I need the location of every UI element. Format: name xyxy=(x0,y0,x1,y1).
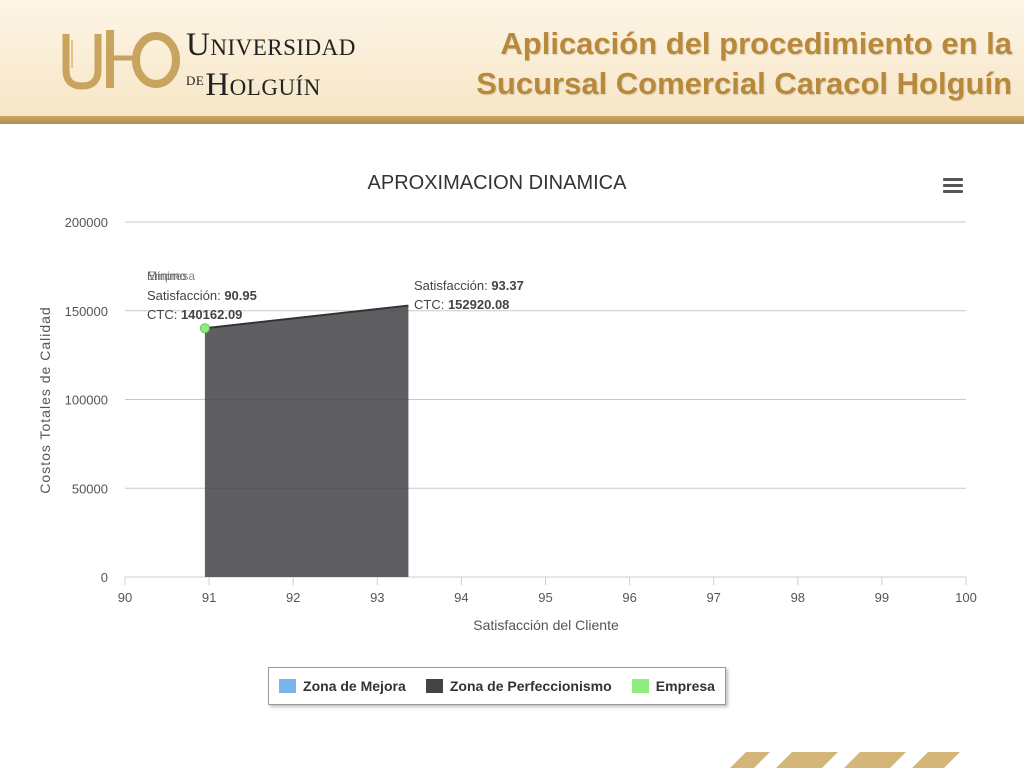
x-tick-label: 100 xyxy=(955,590,977,605)
y-axis-label: Costos Totales de Calidad xyxy=(37,306,53,493)
x-tick-label: 90 xyxy=(118,590,132,605)
logo-line2: deHolguín xyxy=(186,62,356,102)
y-tick-label: 0 xyxy=(101,570,108,585)
legend-label-empresa: Empresa xyxy=(655,678,715,694)
legend-item-zona-perfeccionismo[interactable]: Zona de Perfeccionismo xyxy=(425,678,612,694)
slide-title-line1: Aplicación del procedimiento en la xyxy=(500,26,1012,61)
x-tick-label: 95 xyxy=(538,590,552,605)
legend-item-zona-mejora[interactable]: Zona de Mejora xyxy=(279,678,406,694)
x-tick-label: 93 xyxy=(370,590,384,605)
legend-swatch-zona-mejora xyxy=(279,679,297,693)
data-label-ctc: CTC: 140162.09 xyxy=(147,307,242,322)
chart-title: APROXIMACION DINAMICA xyxy=(368,172,628,194)
x-tick-label: 99 xyxy=(875,590,889,605)
chart-menu-icon[interactable] xyxy=(940,175,966,197)
uho-logo-mark-icon xyxy=(62,30,180,90)
footer-decoration xyxy=(730,752,960,768)
data-label-ctc: CTC: 152920.08 xyxy=(414,297,509,312)
x-tick-label: 91 xyxy=(202,590,216,605)
x-tick-label: 92 xyxy=(286,590,300,605)
y-tick-label: 150000 xyxy=(65,304,108,319)
x-tick-label: 96 xyxy=(622,590,636,605)
slide-title: Aplicación del procedimiento en la Sucur… xyxy=(392,24,1012,104)
logo-line2-text: Holguín xyxy=(205,67,321,103)
slide-header: Universidad deHolguín Aplicación del pro… xyxy=(0,0,1024,118)
data-label-satisfaccion: Satisfacción: 93.37 xyxy=(414,278,524,293)
y-tick-label: 200000 xyxy=(65,215,108,230)
logo-de: de xyxy=(186,69,205,89)
data-label-header: Empresa xyxy=(147,269,195,283)
empresa-point xyxy=(199,323,210,334)
legend-swatch-zona-perfeccionismo xyxy=(425,679,443,693)
x-tick-label: 94 xyxy=(454,590,468,605)
header-divider xyxy=(0,116,1024,124)
legend-item-empresa[interactable]: Empresa xyxy=(631,678,715,694)
chart-legend: Zona de Mejora Zona de Perfeccionismo Em… xyxy=(268,667,726,705)
data-label-header: Mínimo xyxy=(147,269,187,283)
y-tick-label: 100000 xyxy=(65,393,108,408)
legend-swatch-empresa xyxy=(631,679,649,693)
legend-label-zona-mejora: Zona de Mejora xyxy=(303,678,406,694)
zona-perfeccionismo-line xyxy=(204,304,409,330)
legend-label-zona-perfeccionismo: Zona de Perfeccionismo xyxy=(449,678,612,694)
logo-line1: Universidad xyxy=(186,27,356,63)
x-tick-label: 97 xyxy=(706,590,720,605)
data-label-satisfaccion: Satisfacción: 90.95 xyxy=(147,288,257,303)
y-tick-label: 50000 xyxy=(72,481,108,496)
slide-title-line2: Sucursal Comercial Caracol Holguín xyxy=(476,66,1012,101)
zona-perfeccionismo-area xyxy=(204,305,409,577)
university-logo: Universidad deHolguín xyxy=(58,26,388,102)
data-label-1: Satisfacción: 93.37 CTC: 152920.08 xyxy=(414,278,524,312)
x-axis-label: Satisfacción del Cliente xyxy=(473,617,619,633)
x-tick-label: 98 xyxy=(791,590,805,605)
